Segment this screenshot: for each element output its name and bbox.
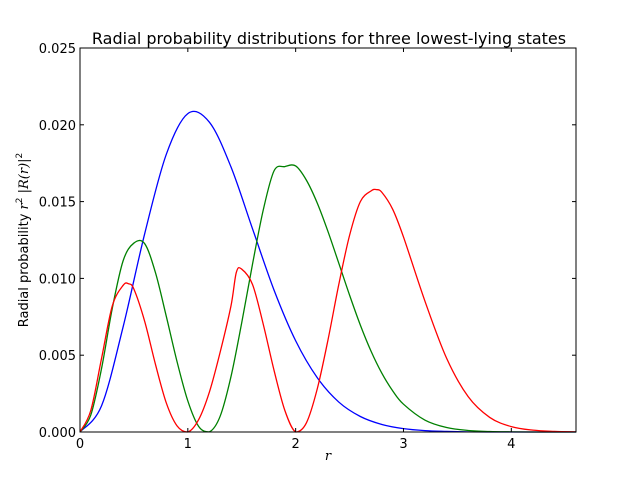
x-axis-label: r [325, 449, 332, 464]
y-axis-label-R: R [17, 179, 32, 190]
series-layer [79, 110, 577, 433]
y-tick-label: 0.000 [39, 426, 76, 441]
plot-area: 0 1 2 3 4 0.000 0.005 0.010 0.015 0.020 0.025 [39, 42, 577, 452]
series-line-2 [79, 164, 576, 433]
y-axis-label: Radial probability r2 |R(r)|2 [15, 153, 32, 328]
plot-frame [79, 47, 577, 433]
x-tick-label: 1 [184, 437, 192, 452]
series-line-3 [79, 188, 577, 433]
y-axis-label-prefix: Radial probability [17, 209, 32, 327]
y-tick-label: 0.010 [39, 272, 76, 287]
y-axis-label-r: r [17, 202, 32, 209]
y-tick-label: 0.005 [39, 349, 76, 364]
x-tick-label: 3 [399, 437, 407, 452]
y-tick-label: 0.020 [39, 119, 76, 134]
y-axis-label-mid: | [17, 189, 32, 198]
x-tick-label: 0 [76, 437, 84, 452]
y-axis-label-sq1: 2 [15, 198, 25, 204]
x-tick-label: 4 [507, 437, 515, 452]
y-axis-label-sq2: 2 [15, 153, 25, 159]
y-tick-label: 0.025 [39, 42, 76, 57]
y-axis-label-paren: (r)| [17, 158, 32, 179]
x-tick-label: 2 [292, 437, 300, 452]
y-tick-label: 0.015 [39, 196, 76, 211]
ticks-layer: 0 1 2 3 4 0.000 0.005 0.010 0.015 0.020 0.025 [39, 42, 576, 452]
chart-title: Radial probability distributions for thr… [92, 29, 566, 48]
series-line-1 [79, 110, 576, 433]
